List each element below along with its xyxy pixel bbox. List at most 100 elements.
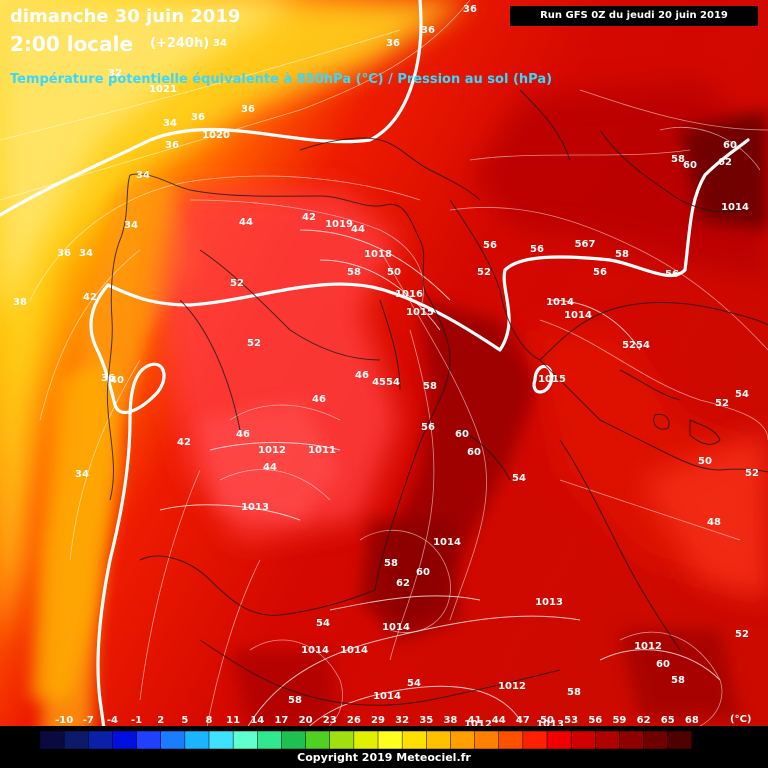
scale-swatch [474,730,500,750]
scale-swatch [643,730,669,750]
pressure-value-label: 1014 [301,645,329,656]
scale-swatch [498,730,524,750]
pressure-value-label: 1015 [406,307,434,318]
theta-e-value-label: 42 [302,212,316,223]
scale-tick-label: 14 [250,715,264,726]
pressure-value-label: 1014 [340,645,368,656]
scale-tick-label: 8 [206,715,213,726]
scale-swatch [39,730,65,750]
scale-swatch [570,730,597,750]
theta-e-value-label: 48 [707,517,721,528]
theta-e-value-label: 34 [124,220,138,231]
pressure-isobars [159,229,721,768]
scale-swatch [426,730,452,750]
theta-e-value-label: 46 [312,394,326,405]
theta-e-value-label: 60 [723,140,737,151]
theta-e-value-label: 58 [671,154,685,165]
theta-e-value-label: 38 [13,297,27,308]
pressure-value-label: 1019 [325,219,353,230]
theta-e-value-label: 56 [530,244,544,255]
forecast-date: dimanche 30 juin 2019 [10,6,241,27]
theta-e-value-label: 36 [463,4,477,15]
theta-e-value-label: 58 [615,249,629,260]
pressure-value-label: 1020 [202,130,230,141]
pressure-value-label: 1011 [308,445,336,456]
scale-swatch [546,730,572,750]
theta-e-value-label: 36 [57,248,71,259]
theta-e-value-label: 62 [396,578,410,589]
scale-tick-label: 11 [226,715,240,726]
scale-tick-label: 38 [443,715,457,726]
scale-tick-label: 2 [157,715,164,726]
theta-e-value-label: 46 [236,429,250,440]
theta-e-value-label: 36 [101,373,115,384]
pressure-value-label: 1013 [241,502,269,513]
theta-e-value-label: 34 [136,170,150,181]
theta-e-value-label: 36 [421,25,435,36]
theta-e-value-label: 52 [247,338,261,349]
theta-e-value-label: 42 [83,292,97,303]
scale-swatch [401,730,428,750]
scale-tick-label: -10 [55,715,73,726]
scale-swatch [595,730,621,750]
color-scale-legend: -10 -7 -4 -1 2 5 8 11 14 17 20 23 26 29 32 35 38 41 44 47 50… [0,714,768,768]
scale-tick-label: 56 [588,715,602,726]
scale-tick-label: 59 [612,715,626,726]
scale-swatch [232,730,259,750]
copyright-notice: Copyright 2019 Meteociel.fr [297,751,471,764]
theta-e-value-label: 34 [213,38,227,49]
theta-e-value-label: 58 [671,675,685,686]
scale-tick-label: 5 [181,715,188,726]
theta-e-value-label: 34 [163,118,177,129]
theta-e-value-label: 52 [477,267,491,278]
scale-swatch [112,730,138,750]
scale-swatch [691,730,717,750]
theta-e-value-label: 58 [423,381,437,392]
scale-tick-label: 53 [564,715,578,726]
theta-e-value-label: 60 [416,567,430,578]
pressure-value-label: 1014 [373,691,401,702]
pressure-value-label: 1012 [498,681,526,692]
scale-swatch [450,730,476,750]
scale-tick-label: -7 [83,715,94,726]
theta-e-value-label: 36 [165,140,179,151]
theta-e-labels: 36 36 34 36 32 34 36 36 36 34 34 36 34 38 42 44 42 44 52 58… [13,4,759,706]
scale-swatch [377,730,403,750]
model-run-badge: Run GFS 0Z du jeudi 20 juin 2019 [510,6,758,26]
theta-e-value-label: 60 [455,429,469,440]
scale-tick-label: 20 [299,715,313,726]
theta-e-value-label: 4554 [372,377,400,388]
scale-swatch [281,730,307,750]
forecast-lead-time: (+240h) [150,36,210,51]
theta-e-value-label: 54 [735,389,749,400]
theta-e-value-label: 58 [567,687,581,698]
theta-e-value-label: 52 [715,398,729,409]
theta-e-value-label: 58 [288,695,302,706]
theta-e-value-label: 44 [263,462,277,473]
pressure-value-label: 1012 [258,445,286,456]
theta-e-value-label: 56 [593,267,607,278]
theta-e-value-label: 52 [735,629,749,640]
theta-e-value-label: 36 [386,38,400,49]
theta-e-value-label: 60 [683,160,697,171]
pressure-value-label: 1012 [464,719,492,730]
forecast-local-time: 2:00 locale [10,32,134,56]
theta-e-value-label: 36 [191,112,205,123]
scale-swatch [208,730,234,750]
scale-tick-label: 68 [685,715,699,726]
pressure-value-label: 1014 [433,537,461,548]
theta-e-value-label: 44 [351,224,365,235]
theta-e-value-label: 34 [79,248,93,259]
pressure-value-label: 1012 [634,641,662,652]
scale-tick-label: 50 [540,715,554,726]
theta-e-value-label: 54 [316,618,330,629]
scale-swatch [667,730,693,750]
scale-unit: (°C) [730,714,751,725]
scale-swatch [619,730,645,750]
theta-e-value-label: 52 [745,468,759,479]
scale-tick-label: 35 [419,715,433,726]
theta-e-value-label: 44 [239,217,253,228]
pressure-value-label: 1014 [382,622,410,633]
pressure-value-label: 1014 [546,297,574,308]
scale-tick-label: 41 [468,715,482,726]
